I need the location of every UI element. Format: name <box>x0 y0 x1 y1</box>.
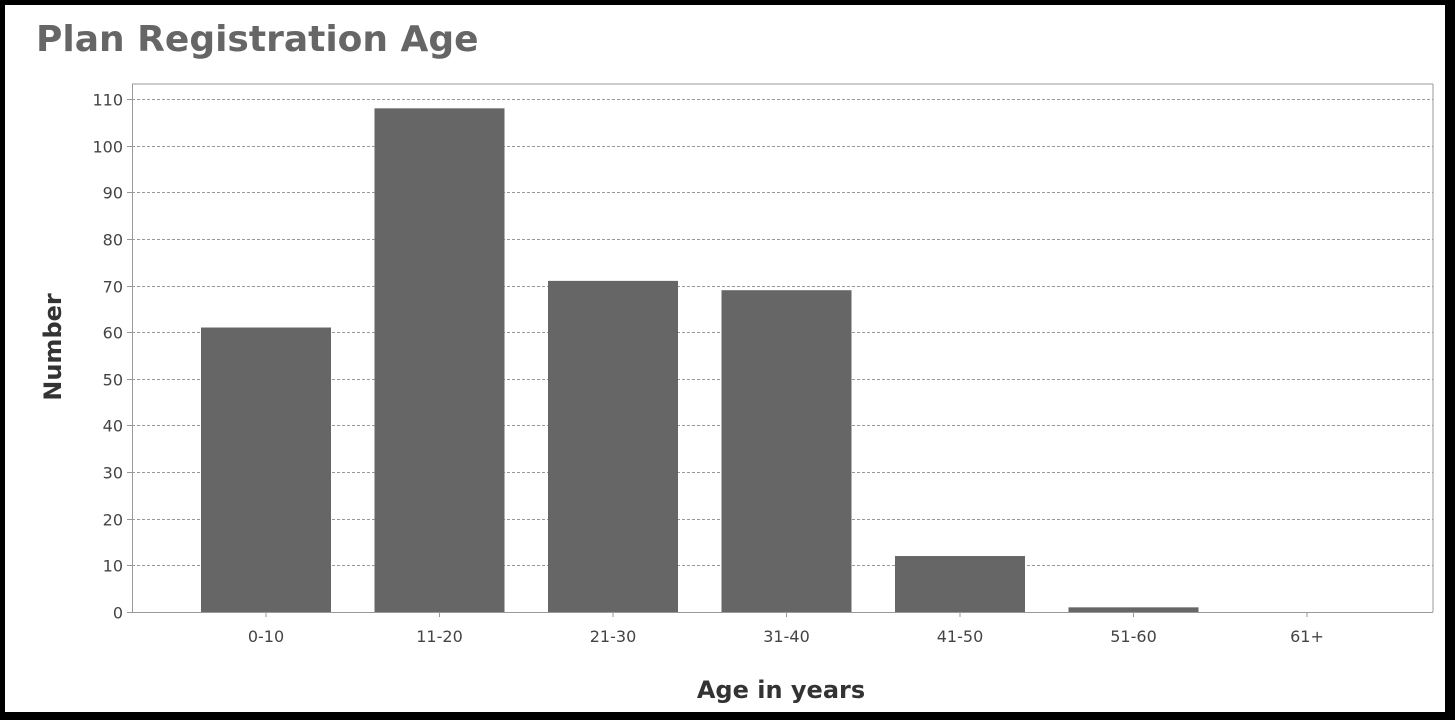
x-tick-label: 21-30 <box>590 627 637 646</box>
y-tick-label: 70 <box>103 278 123 297</box>
chart-frame: Plan Registration Age 0 10 20 30 40 50 60 70 80 9… <box>5 5 1445 712</box>
y-tick-label: 20 <box>103 511 123 530</box>
bar-chart: 0 10 20 30 40 50 60 70 80 90 100 110 0-10 11-20 21-30 3… <box>39 83 1434 704</box>
bar <box>374 108 505 612</box>
x-tick-label: 0-10 <box>248 627 284 646</box>
y-axis-title: Number <box>39 293 67 401</box>
y-tick-label: 30 <box>103 464 123 483</box>
axes: 0 10 20 30 40 50 60 70 80 90 100 110 0-10 11-20 21-30 3… <box>92 83 1434 646</box>
bar <box>201 327 331 612</box>
x-axis-title: Age in years <box>697 676 865 704</box>
y-tick-label: 10 <box>103 557 123 576</box>
x-tick-label: 51-60 <box>1110 627 1157 646</box>
y-tick-label: 60 <box>103 324 123 343</box>
x-tick-label: 61+ <box>1290 627 1324 646</box>
x-tick-label: 11-20 <box>416 627 463 646</box>
y-tick-label: 90 <box>103 184 123 203</box>
y-tick-label: 80 <box>103 231 123 250</box>
y-tick-label: 0 <box>113 604 123 623</box>
y-tick-label: 100 <box>92 138 123 157</box>
y-tick-label: 40 <box>103 417 123 436</box>
y-tick-label: 110 <box>92 91 123 110</box>
y-tick-label: 50 <box>103 371 123 390</box>
x-tick-label: 41-50 <box>937 627 984 646</box>
x-tick-label: 31-40 <box>763 627 810 646</box>
bar <box>1068 607 1199 612</box>
bars <box>201 108 1199 612</box>
bar <box>548 280 678 612</box>
chart-title: Plan Registration Age <box>36 19 479 60</box>
bar <box>895 556 1025 612</box>
bar <box>721 290 852 612</box>
